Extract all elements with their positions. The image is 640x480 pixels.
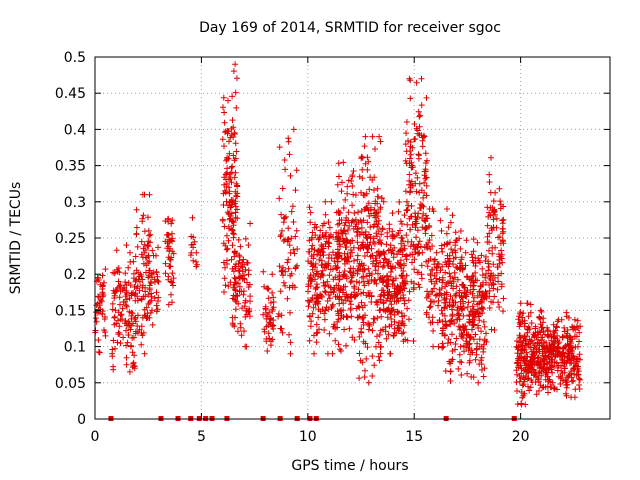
grid (95, 57, 610, 419)
y-tick-label: 0.5 (64, 50, 86, 66)
x-tick-label: 10 (299, 429, 317, 445)
y-tick-label: 0.2 (64, 267, 86, 283)
tick-labels: 0 0.05 0.1 0.15 0.2 0.25 0.3 0.35 0.4 0.45 0.5 0 5 10… (55, 50, 530, 445)
y-tick-label: 0.1 (64, 340, 86, 356)
y-tick-label: 0.35 (55, 159, 86, 175)
y-axis-label: SRMTID / TECUs (8, 182, 24, 295)
x-axis-label: GPS time / hours (291, 458, 408, 474)
y-tick-label: 0.05 (55, 376, 86, 392)
chart-title: Day 169 of 2014, SRMTID for receiver sgo… (199, 20, 501, 36)
axis-ticks (94, 56, 610, 420)
x-tick-label: 15 (405, 429, 423, 445)
x-tick-label: 5 (197, 429, 206, 445)
x-tick-label: 20 (512, 429, 530, 445)
x-tick-label: 0 (91, 429, 100, 445)
scatter-series (92, 61, 584, 408)
data-points (92, 61, 584, 408)
y-tick-label: 0.25 (55, 231, 86, 247)
y-tick-label: 0.4 (64, 122, 86, 138)
y-tick-label: 0.3 (64, 195, 86, 211)
y-tick-label: 0.15 (55, 303, 86, 319)
y-tick-label: 0.45 (55, 86, 86, 102)
y-tick-label: 0 (77, 412, 86, 428)
